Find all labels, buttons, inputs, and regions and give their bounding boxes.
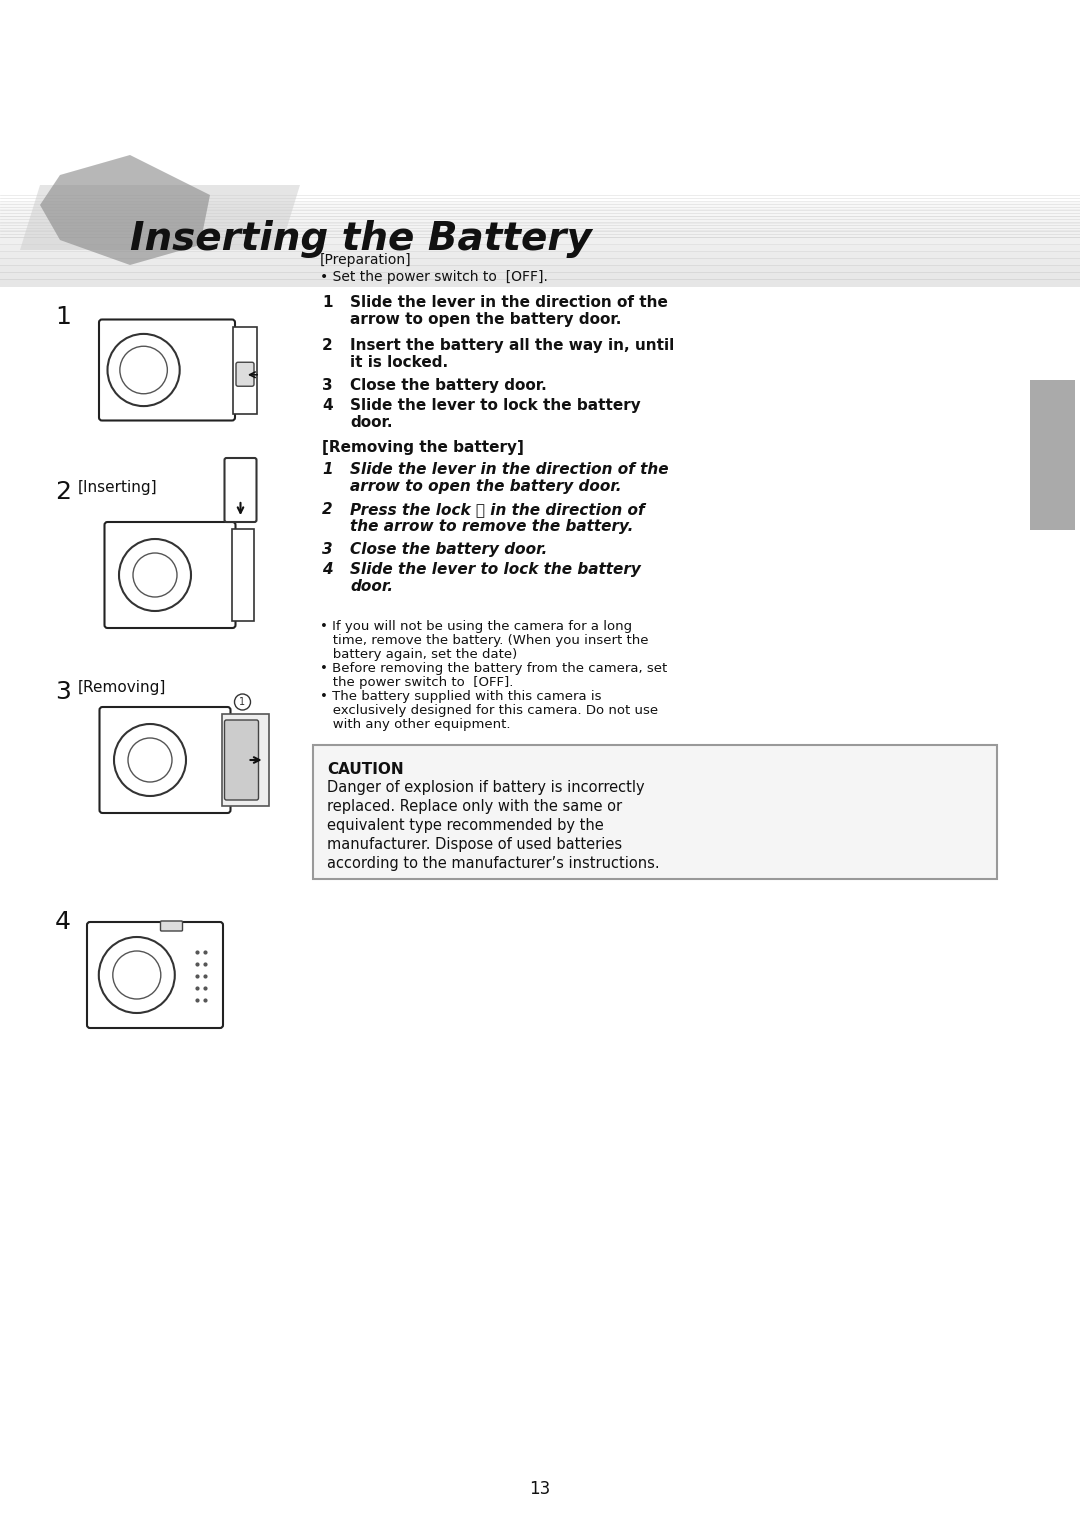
Text: • If you will not be using the camera for a long: • If you will not be using the camera fo… xyxy=(320,620,632,633)
FancyBboxPatch shape xyxy=(0,244,1080,252)
Text: • Set the power switch to  [OFF].: • Set the power switch to [OFF]. xyxy=(320,270,548,284)
Text: Close the battery door.: Close the battery door. xyxy=(350,542,548,557)
FancyBboxPatch shape xyxy=(0,279,1080,287)
FancyBboxPatch shape xyxy=(221,714,269,806)
Text: • The battery supplied with this camera is: • The battery supplied with this camera … xyxy=(320,690,602,703)
Polygon shape xyxy=(21,185,300,250)
FancyBboxPatch shape xyxy=(0,217,1080,224)
Text: Slide the lever in the direction of the
arrow to open the battery door.: Slide the lever in the direction of the … xyxy=(350,462,669,494)
Text: 4: 4 xyxy=(322,398,333,414)
FancyBboxPatch shape xyxy=(1030,380,1075,530)
Text: • Before removing the battery from the camera, set: • Before removing the battery from the c… xyxy=(320,662,667,674)
FancyBboxPatch shape xyxy=(0,223,1080,230)
Text: CAUTION: CAUTION xyxy=(327,761,404,777)
FancyBboxPatch shape xyxy=(99,319,235,421)
Text: with any other equipment.: with any other equipment. xyxy=(320,719,511,731)
FancyBboxPatch shape xyxy=(105,522,235,629)
Text: 2: 2 xyxy=(322,337,333,353)
Text: 2: 2 xyxy=(55,481,71,504)
Text: manufacturer. Dispose of used batteries: manufacturer. Dispose of used batteries xyxy=(327,836,622,852)
Text: Press the lock ⓘ in the direction of
the arrow to remove the battery.: Press the lock ⓘ in the direction of the… xyxy=(350,502,645,534)
Text: Danger of explosion if battery is incorrectly: Danger of explosion if battery is incorr… xyxy=(327,780,645,795)
Text: 3: 3 xyxy=(55,681,71,703)
Text: battery again, set the date): battery again, set the date) xyxy=(320,649,517,661)
Text: [Inserting]: [Inserting] xyxy=(78,481,158,494)
Polygon shape xyxy=(40,156,210,266)
Text: according to the manufacturer’s instructions.: according to the manufacturer’s instruct… xyxy=(327,856,660,871)
FancyBboxPatch shape xyxy=(87,922,222,1029)
Text: 3: 3 xyxy=(322,378,333,394)
Text: [Removing]: [Removing] xyxy=(78,681,166,694)
FancyBboxPatch shape xyxy=(0,266,1080,273)
FancyBboxPatch shape xyxy=(0,230,1080,238)
Text: Slide the lever to lock the battery
door.: Slide the lever to lock the battery door… xyxy=(350,562,640,595)
Text: replaced. Replace only with the same or: replaced. Replace only with the same or xyxy=(327,800,622,813)
Text: 2: 2 xyxy=(322,502,333,517)
Text: exclusively designed for this camera. Do not use: exclusively designed for this camera. Do… xyxy=(320,703,658,717)
FancyBboxPatch shape xyxy=(225,458,257,522)
Text: 1: 1 xyxy=(240,697,245,707)
Text: 1: 1 xyxy=(322,462,333,478)
FancyBboxPatch shape xyxy=(233,327,257,414)
Text: 1: 1 xyxy=(322,295,333,310)
Text: equivalent type recommended by the: equivalent type recommended by the xyxy=(327,818,604,833)
FancyBboxPatch shape xyxy=(231,530,254,621)
Text: 4: 4 xyxy=(55,909,71,934)
FancyBboxPatch shape xyxy=(0,272,1080,279)
Text: [Preparation]: [Preparation] xyxy=(320,253,411,267)
Text: the power switch to  [OFF].: the power switch to [OFF]. xyxy=(320,676,513,690)
FancyBboxPatch shape xyxy=(0,258,1080,266)
FancyBboxPatch shape xyxy=(0,237,1080,246)
Text: 13: 13 xyxy=(529,1480,551,1499)
Text: time, remove the battery. (When you insert the: time, remove the battery. (When you inse… xyxy=(320,633,648,647)
FancyBboxPatch shape xyxy=(0,250,1080,259)
Text: 1: 1 xyxy=(55,305,71,330)
FancyBboxPatch shape xyxy=(237,362,254,386)
Text: Close the battery door.: Close the battery door. xyxy=(350,378,546,394)
Text: 4: 4 xyxy=(322,562,333,577)
FancyBboxPatch shape xyxy=(225,720,258,800)
Text: Slide the lever to lock the battery
door.: Slide the lever to lock the battery door… xyxy=(350,398,640,430)
Text: 3: 3 xyxy=(322,542,333,557)
Text: Slide the lever in the direction of the
arrow to open the battery door.: Slide the lever in the direction of the … xyxy=(350,295,667,328)
FancyBboxPatch shape xyxy=(313,745,997,879)
FancyBboxPatch shape xyxy=(161,922,183,931)
Text: Inserting the Battery: Inserting the Battery xyxy=(130,220,592,258)
Text: Insert the battery all the way in, until
it is locked.: Insert the battery all the way in, until… xyxy=(350,337,674,371)
FancyBboxPatch shape xyxy=(0,201,1080,211)
FancyBboxPatch shape xyxy=(99,707,230,813)
FancyBboxPatch shape xyxy=(0,209,1080,217)
Text: [Removing the battery]: [Removing the battery] xyxy=(322,439,524,455)
